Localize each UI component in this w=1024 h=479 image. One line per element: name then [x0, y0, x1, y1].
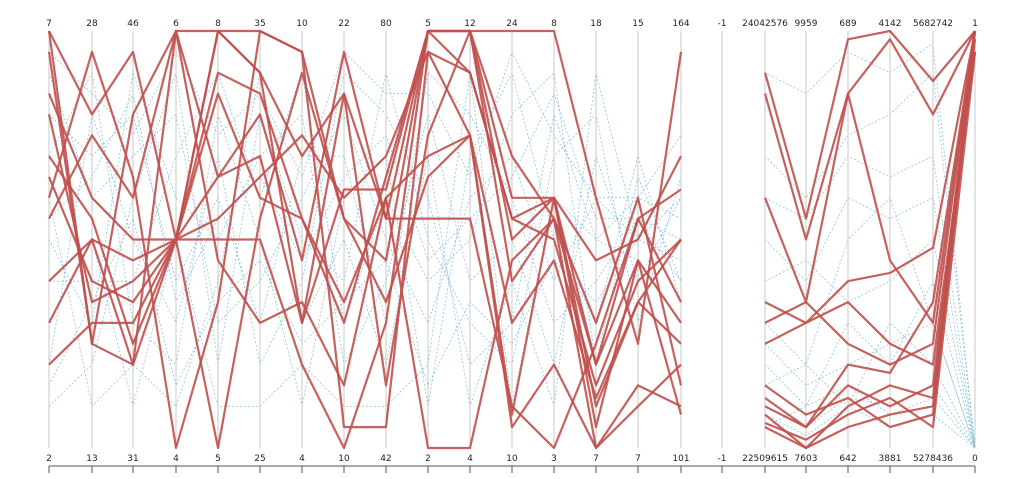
axis-top-label-14: 15 [632, 19, 643, 29]
axis-bottom-label-20: 3881 [879, 454, 902, 464]
axis-bottom-label-13: 7 [593, 454, 599, 464]
axis-top-label-21: 5682742 [913, 19, 953, 29]
axis-bottom-label-15: 101 [672, 454, 689, 464]
highlighted-series-line-1-0 [47, 29, 682, 408]
axis-top-label-12: 8 [551, 19, 557, 29]
background-series-line-1-0 [48, 71, 682, 366]
background-series-line-9-0 [48, 50, 682, 199]
axis-top-label-9: 5 [425, 19, 431, 29]
axis-bottom-label-7: 10 [338, 454, 350, 464]
background-series-line-8-1 [764, 384, 976, 449]
background-series-line-6-0 [49, 71, 682, 365]
axis-bottom-label-22: 0 [972, 454, 978, 464]
highlighted-series-line-10-0 [47, 50, 682, 387]
background-series-line-11-0 [48, 92, 682, 304]
axis-top-label-19: 689 [839, 19, 856, 29]
axis-top-label-17: 24042576 [742, 19, 788, 29]
axis-top-label-16: -1 [718, 19, 727, 29]
axis-top-label-3: 6 [173, 19, 179, 29]
highlighted-series-line-11-0 [47, 71, 682, 400]
axis-labels-group: 7228134631648535251042210804252124241083… [46, 19, 978, 464]
axis-bottom-label-10: 4 [467, 454, 473, 464]
background-series-line-2-1 [764, 42, 976, 449]
highlighted-series-line-2-1 [763, 30, 977, 324]
axis-bottom-label-1: 13 [86, 454, 97, 464]
axis-top-label-20: 4142 [879, 19, 902, 29]
highlighted-series-line-4-0 [47, 29, 682, 450]
highlighted-series-line-9-1 [764, 30, 977, 366]
highlighted-series-line-6-0 [47, 29, 682, 450]
axis-bottom-label-8: 42 [380, 454, 391, 464]
axis-bottom-label-4: 5 [215, 454, 221, 464]
highlighted-series-line-8-0 [48, 29, 683, 386]
axis-top-label-4: 8 [215, 19, 221, 29]
axis-top-label-5: 35 [254, 19, 265, 29]
axis-bottom-label-18: 7603 [795, 454, 818, 464]
axis-top-label-13: 18 [590, 19, 602, 29]
axis-bottom-label-2: 31 [127, 454, 138, 464]
axis-bottom-label-14: 7 [635, 454, 641, 464]
axis-bottom-label-21: 5278436 [913, 454, 953, 464]
axis-top-label-7: 22 [338, 19, 349, 29]
axis-bottom-label-17: 22509615 [742, 454, 788, 464]
axis-top-label-18: 9959 [795, 19, 818, 29]
highlighted-series-line-3-1 [764, 30, 977, 324]
highlighted-series-group [47, 29, 977, 450]
axis-bottom-label-0: 2 [46, 454, 52, 464]
highlighted-series-line-7-1 [764, 51, 977, 366]
background-series-line-5-1 [764, 384, 976, 449]
axis-bottom-label-6: 4 [299, 454, 305, 464]
highlighted-series-line-9-0 [48, 29, 682, 387]
background-series-line-4-1 [764, 238, 976, 449]
highlighted-series-line-1-1 [763, 30, 976, 241]
bottom-axis-group [48, 465, 976, 473]
axis-top-label-2: 46 [127, 19, 139, 29]
axis-bottom-label-11: 10 [506, 454, 518, 464]
background-series-line-10-1 [764, 405, 976, 449]
highlighted-series-line-2-0 [47, 29, 682, 450]
background-series-line-2-0 [48, 72, 682, 367]
highlighted-series-line-11-1 [764, 30, 977, 429]
axis-bottom-label-3: 4 [173, 454, 179, 464]
axis-top-label-6: 10 [296, 19, 308, 29]
axis-bottom-label-9: 2 [425, 454, 431, 464]
axis-bottom-label-16: -1 [718, 454, 727, 464]
axis-top-label-22: 1 [972, 19, 978, 29]
highlighted-series-line-3-0 [48, 29, 682, 450]
axis-top-label-10: 12 [464, 19, 475, 29]
background-series-line-9-1 [764, 197, 976, 449]
highlighted-series-line-0-1 [763, 29, 976, 220]
highlighted-series-line-10-1 [764, 30, 977, 429]
background-series-line-8-0 [48, 72, 682, 407]
background-series-line-7-0 [48, 72, 682, 408]
axis-top-label-15: 164 [672, 19, 689, 29]
background-series-line-1-1 [764, 197, 976, 449]
axis-top-label-8: 80 [380, 19, 392, 29]
axis-bottom-label-5: 25 [254, 454, 265, 464]
axis-top-label-1: 28 [86, 19, 98, 29]
axis-top-label-0: 7 [46, 19, 52, 29]
axis-bottom-label-12: 3 [551, 454, 557, 464]
axis-top-label-11: 24 [506, 19, 518, 29]
background-series-line-11-1 [764, 155, 976, 449]
highlighted-series-line-6-1 [764, 51, 977, 441]
highlighted-series-line-8-1 [764, 30, 977, 450]
highlighted-series-line-5-0 [48, 71, 682, 450]
background-series-line-4-0 [48, 72, 682, 407]
axis-bottom-label-19: 642 [839, 454, 856, 464]
